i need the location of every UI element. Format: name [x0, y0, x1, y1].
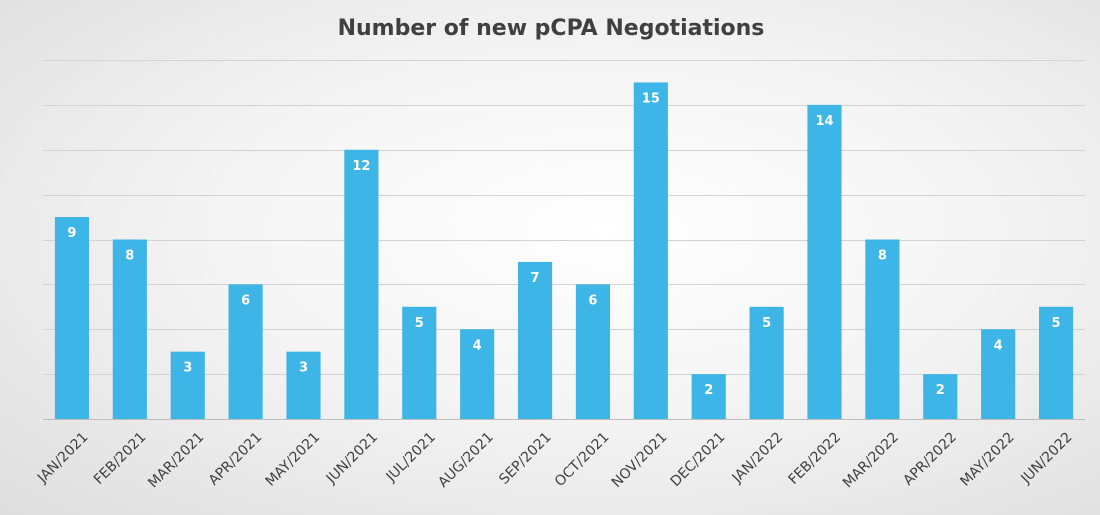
- bars: [54, 82, 1074, 420]
- x-axis-tick-labels: JAN/2021 FEB/2021MAR/2021APR/2021MAY/2021…: [34, 429, 1076, 491]
- x-tick-label: JAN/2022: [729, 429, 786, 486]
- bar: [517, 261, 553, 419]
- x-tick-label: JUN/2022: [1018, 429, 1076, 487]
- x-tick-label: AUG/2021: [435, 429, 497, 491]
- x-tick-label: MAR/2021: [145, 429, 207, 491]
- bar: [575, 284, 611, 420]
- data-label: 3: [299, 361, 308, 376]
- chart-title: Number of new pCPA Negotiations: [338, 16, 765, 41]
- gridlines: [43, 60, 1085, 420]
- data-label: 4: [473, 338, 482, 353]
- x-tick-label: APR/2021: [206, 429, 265, 488]
- x-tick-label: SEP/2021: [496, 429, 554, 487]
- data-label: 5: [1052, 316, 1061, 331]
- x-tick-label: JUN/2021: [323, 429, 381, 487]
- x-tick-label: NOV/2021: [609, 429, 671, 491]
- data-label: 6: [588, 293, 597, 308]
- x-tick-label: DEC/2021: [668, 429, 729, 490]
- x-tick-label: JAN/2021: [34, 429, 91, 486]
- bar: [112, 239, 147, 419]
- bar: [286, 351, 321, 419]
- data-labels: 9 8 3 6 3 12 5 4 7 6 15 2 5 14 8 2 4 5: [67, 91, 1060, 398]
- data-label: 6: [241, 293, 250, 308]
- data-label: 7: [531, 271, 540, 286]
- data-label: 5: [762, 316, 771, 331]
- data-label: 14: [815, 114, 833, 129]
- bar: [402, 306, 437, 419]
- bar: [691, 374, 726, 420]
- bar: [865, 239, 900, 419]
- bar: [633, 82, 668, 419]
- bar: [807, 104, 842, 420]
- bar: [170, 351, 205, 419]
- x-tick-label: APR/2022: [900, 429, 959, 488]
- x-tick-label: MAR/2022: [840, 429, 902, 491]
- x-tick-label: MAY/2022: [957, 429, 1017, 489]
- bar: [460, 329, 495, 419]
- x-tick-label: OCT/2021: [552, 429, 613, 490]
- data-label: 12: [352, 159, 370, 174]
- x-tick-label: JUL/2021: [383, 429, 439, 485]
- bar: [981, 329, 1016, 419]
- data-label: 2: [936, 383, 945, 398]
- data-label: 8: [125, 249, 134, 264]
- bar: [54, 217, 90, 419]
- bar: [749, 306, 784, 419]
- x-tick-label: FEB/2022: [786, 429, 845, 488]
- data-label: 2: [704, 383, 713, 398]
- data-label: 9: [67, 226, 76, 241]
- data-label: 8: [878, 249, 887, 264]
- bar: [1038, 306, 1074, 419]
- bar: [923, 374, 958, 420]
- data-label: 3: [183, 361, 192, 376]
- data-label: 15: [642, 91, 660, 106]
- x-tick-label: MAY/2021: [263, 429, 323, 489]
- data-label: 5: [415, 316, 424, 331]
- bar: [228, 284, 263, 420]
- data-label: 4: [994, 338, 1003, 353]
- x-tick-label: FEB/2021: [91, 429, 150, 488]
- bar: [344, 149, 379, 419]
